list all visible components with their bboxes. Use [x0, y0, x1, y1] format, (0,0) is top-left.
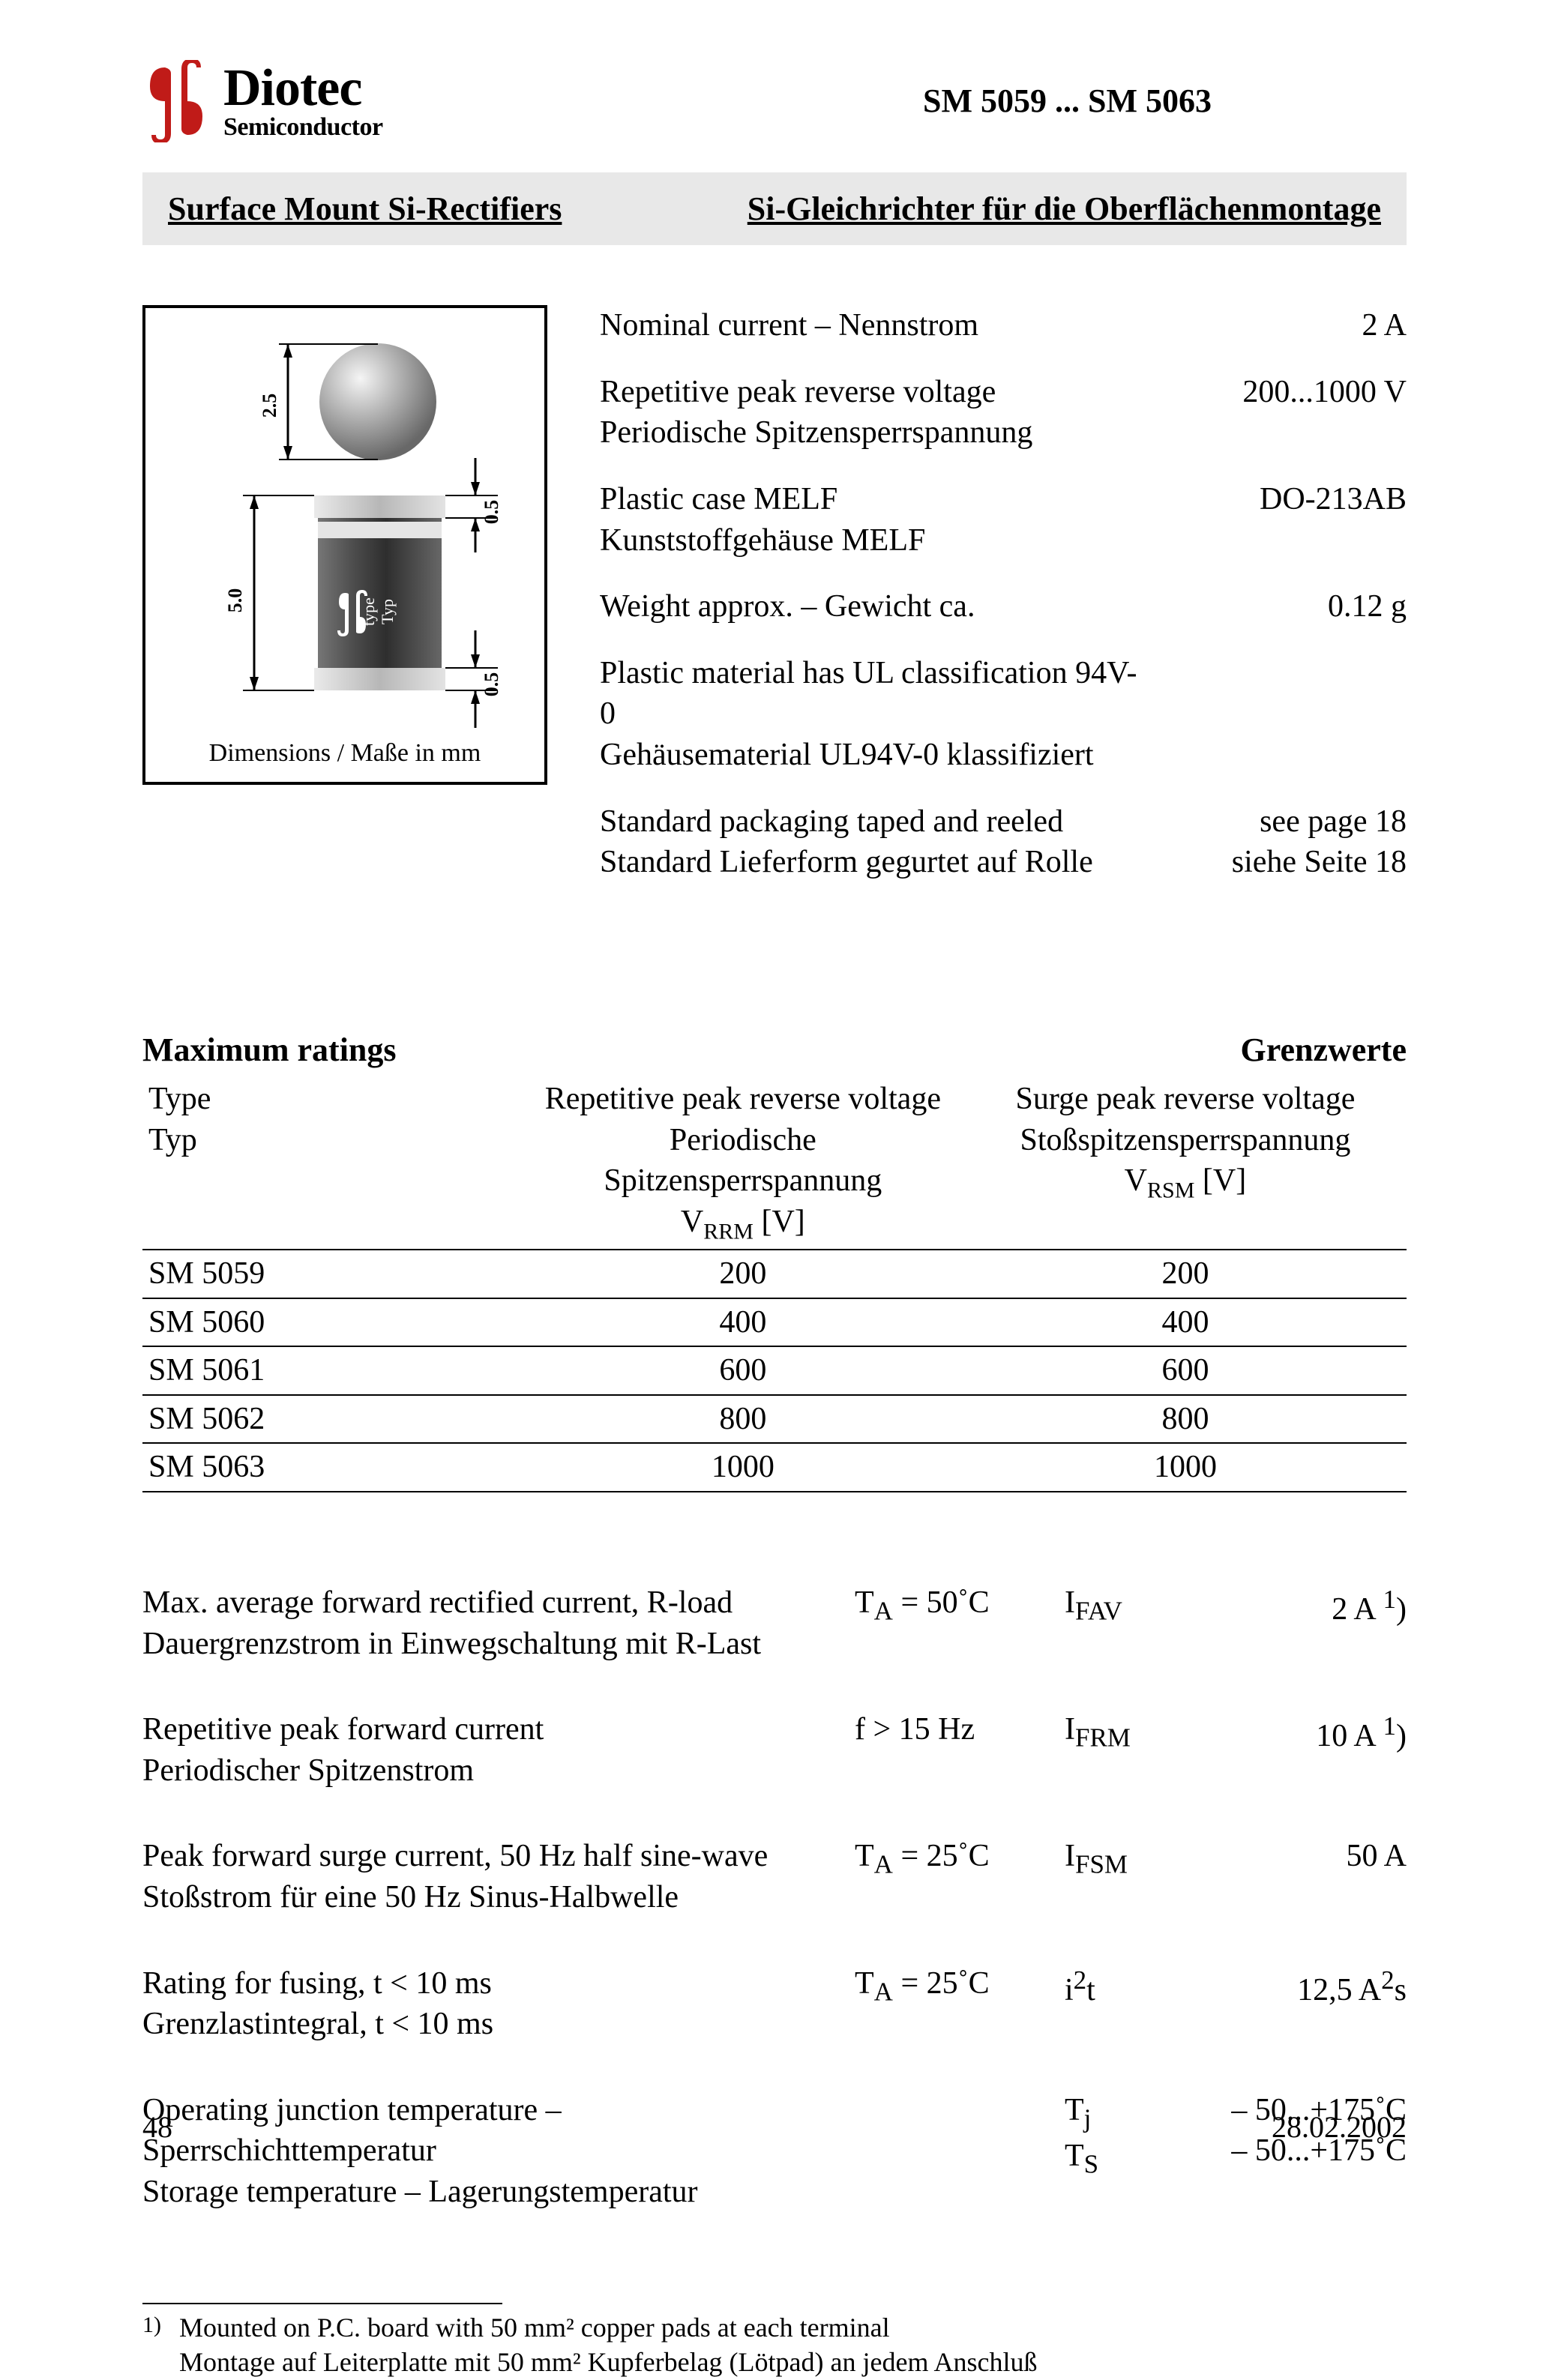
- spec-value: 2 A: [1362, 305, 1407, 346]
- param-cond: TA = 25˚C: [855, 1963, 1065, 2045]
- col-vrrm-de: Periodische Spitzensperrspannung: [604, 1123, 882, 1199]
- page-footer: 48 28.02.2002: [142, 2108, 1407, 2147]
- spec-value: 200...1000 V: [1242, 372, 1407, 454]
- cell-type: SM 5059: [142, 1250, 522, 1298]
- spec-row: Standard packaging taped and reeledStand…: [600, 801, 1407, 883]
- spec-row: Plastic material has UL classification 9…: [600, 653, 1407, 776]
- cell-vrsm: 1000: [964, 1443, 1407, 1492]
- cell-vrsm: 600: [964, 1346, 1407, 1395]
- page-header: Diotec Semiconductor SM 5059 ... SM 5063: [142, 60, 1407, 142]
- spec-value: 0.12 g: [1328, 586, 1407, 627]
- table-row: SM 5061 600 600: [142, 1346, 1407, 1395]
- spec-label: Plastic material has UL classification 9…: [600, 653, 1147, 776]
- part-range: SM 5059 ... SM 5063: [923, 79, 1212, 122]
- cell-vrrm: 800: [522, 1395, 964, 1444]
- spec-value: see page 18siehe Seite 18: [1232, 801, 1407, 883]
- max-ratings-table: Type Typ Repetitive peak reverse voltage…: [142, 1076, 1407, 1492]
- col-vrrm-en: Repetitive peak reverse voltage: [545, 1082, 941, 1116]
- cell-vrsm: 200: [964, 1250, 1407, 1298]
- dim-cap-bot: 0.5: [481, 672, 502, 697]
- package-diagram: type Typ 5.0 2.5: [142, 305, 547, 785]
- cell-vrsm: 800: [964, 1395, 1407, 1444]
- title-banner: Surface Mount Si-Rectifiers Si-Gleichric…: [142, 172, 1407, 245]
- top-section: type Typ 5.0 2.5: [142, 305, 1407, 909]
- table-row: SM 5062 800 800: [142, 1395, 1407, 1444]
- logo-sub: Semiconductor: [223, 115, 383, 140]
- param-cond: f > 15 Hz: [855, 1709, 1065, 1791]
- logo: Diotec Semiconductor: [142, 60, 383, 142]
- diotec-glyph-icon: [142, 60, 210, 142]
- dim-ball: 2.5: [259, 394, 280, 418]
- param-val: 10 A 1): [1200, 1709, 1407, 1791]
- param-val: 2 A 1): [1200, 1582, 1407, 1664]
- param-desc: Max. average forward rectified current, …: [142, 1582, 855, 1664]
- cell-type: SM 5063: [142, 1443, 522, 1492]
- cell-vrsm: 400: [964, 1298, 1407, 1347]
- param-cond: TA = 25˚C: [855, 1836, 1065, 1917]
- table-row: SM 5063 1000 1000: [142, 1443, 1407, 1492]
- param-row: Rating for fusing, t < 10 msGrenzlastint…: [142, 1963, 1407, 2045]
- cell-vrrm: 400: [522, 1298, 964, 1347]
- dim-height: 5.0: [224, 588, 246, 613]
- param-val: 50 A: [1200, 1836, 1407, 1917]
- param-cond: TA = 50˚C: [855, 1582, 1065, 1664]
- dim-cap-top: 0.5: [481, 500, 502, 525]
- spec-label: Nominal current – Nennstrom: [600, 305, 978, 346]
- param-desc: Rating for fusing, t < 10 msGrenzlastint…: [142, 1963, 855, 2045]
- spec-row: Weight approx. – Gewicht ca. 0.12 g: [600, 586, 1407, 627]
- banner-left: Surface Mount Si-Rectifiers: [168, 187, 562, 230]
- spec-row: Nominal current – Nennstrom 2 A: [600, 305, 1407, 346]
- param-sym: IFAV: [1065, 1582, 1200, 1664]
- table-row: SM 5059 200 200: [142, 1250, 1407, 1298]
- footnote: 1) Mounted on P.C. board with 50 mm² cop…: [142, 2310, 1407, 2380]
- param-row: Peak forward surge current, 50 Hz half s…: [142, 1836, 1407, 1917]
- spec-label: Weight approx. – Gewicht ca.: [600, 586, 975, 627]
- page-number: 48: [142, 2108, 172, 2147]
- cell-type: SM 5061: [142, 1346, 522, 1395]
- param-val: 12,5 A2s: [1200, 1963, 1407, 2045]
- spec-label: Standard packaging taped and reeledStand…: [600, 801, 1093, 883]
- logo-brand: Diotec: [223, 62, 383, 115]
- param-sym: i2t: [1065, 1963, 1200, 2045]
- spec-value: DO-213AB: [1260, 479, 1407, 561]
- footnote-rule: [142, 2303, 502, 2304]
- col-type-en: Type: [148, 1082, 211, 1116]
- param-desc: Peak forward surge current, 50 Hz half s…: [142, 1836, 855, 1917]
- datasheet-page: Diotec Semiconductor SM 5059 ... SM 5063…: [0, 0, 1549, 2192]
- spec-list: Nominal current – Nennstrom 2 A Repetitive…: [600, 305, 1407, 909]
- param-row: Repetitive peak forward currentPeriodisc…: [142, 1709, 1407, 1791]
- banner-right: Si-Gleichrichter für die Oberflächenmont…: [748, 187, 1381, 230]
- cell-type: SM 5060: [142, 1298, 522, 1347]
- cell-vrrm: 200: [522, 1250, 964, 1298]
- param-row: Max. average forward rectified current, …: [142, 1582, 1407, 1664]
- spec-row: Plastic case MELFKunststoffgehäuse MELF D…: [600, 479, 1407, 561]
- footnote-de: Montage auf Leiterplatte mit 50 mm² Kupf…: [179, 2347, 1037, 2377]
- col-vrsm-de: Stoßspitzensperrspannung: [1020, 1123, 1350, 1157]
- cell-vrrm: 1000: [522, 1443, 964, 1492]
- spec-label: Plastic case MELFKunststoffgehäuse MELF: [600, 479, 925, 561]
- col-vrsm-en: Surge peak reverse voltage: [1016, 1082, 1356, 1116]
- param-desc: Repetitive peak forward currentPeriodisc…: [142, 1709, 855, 1791]
- cell-type: SM 5062: [142, 1395, 522, 1444]
- diagram-caption: Dimensions / Maße in mm: [145, 737, 544, 770]
- spec-row: Repetitive peak reverse voltagePeriodisc…: [600, 372, 1407, 454]
- cell-vrrm: 600: [522, 1346, 964, 1395]
- max-right: Grenzwerte: [1240, 1028, 1407, 1071]
- spec-label: Repetitive peak reverse voltagePeriodisc…: [600, 372, 1032, 454]
- footnote-en: Mounted on P.C. board with 50 mm² copper…: [179, 2313, 890, 2343]
- col-type-de: Typ: [148, 1123, 197, 1157]
- table-row: SM 5060 400 400: [142, 1298, 1407, 1347]
- param-sym: IFRM: [1065, 1709, 1200, 1791]
- page-date: 28.02.2002: [1272, 2108, 1407, 2147]
- max-left: Maximum ratings: [142, 1028, 397, 1071]
- param-sym: IFSM: [1065, 1836, 1200, 1917]
- svg-text:Typ: Typ: [378, 599, 397, 624]
- max-ratings-header: Maximum ratings Grenzwerte: [142, 1028, 1407, 1071]
